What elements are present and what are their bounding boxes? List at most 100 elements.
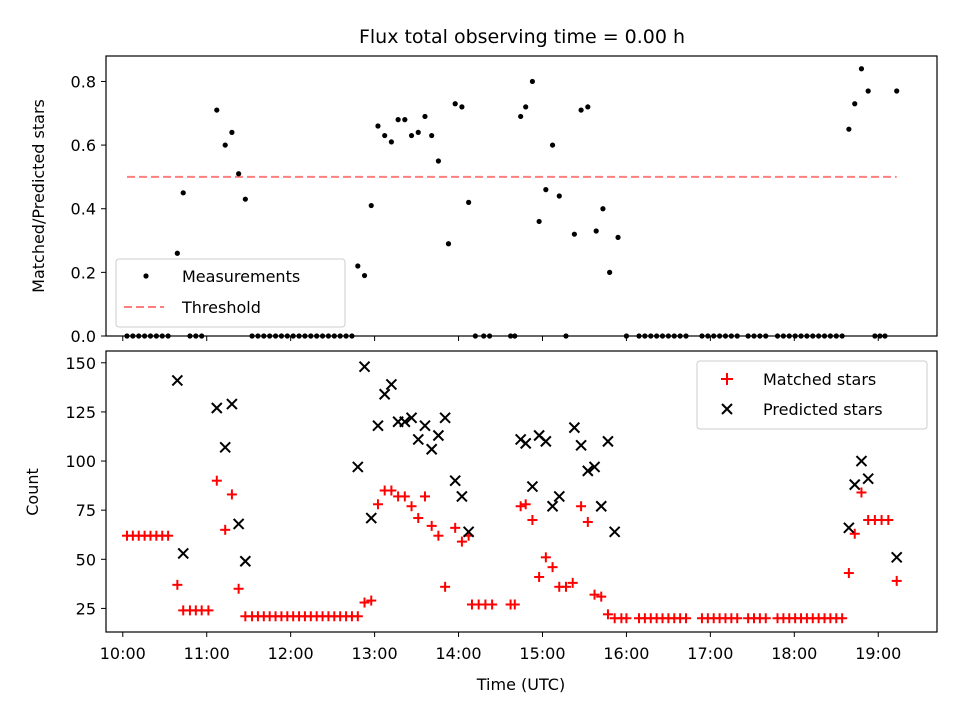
measurement-point — [130, 333, 136, 339]
predicted-star-point — [462, 526, 475, 538]
measurement-point — [343, 333, 349, 339]
matched-star-point — [856, 487, 867, 498]
predicted-star-point — [399, 416, 411, 428]
bottom-y-axis-label: Count — [23, 468, 42, 516]
predicted-star-point — [419, 419, 431, 432]
measurement-point — [415, 129, 421, 135]
measurement-point — [699, 333, 705, 339]
measurement-point — [242, 196, 248, 202]
measurement-point — [236, 171, 242, 177]
measurement-point — [153, 333, 159, 339]
predicted-star-point — [526, 480, 539, 493]
matched-star-point — [211, 475, 222, 486]
matched-star-point — [527, 514, 538, 525]
measurement-point — [865, 88, 871, 94]
predicted-star-point — [425, 443, 438, 455]
measurement-point — [792, 333, 798, 339]
measurement-point — [798, 333, 804, 339]
predicted-star-point — [412, 433, 424, 446]
matched-star-point — [450, 522, 461, 533]
measurement-point — [136, 333, 142, 339]
measurement-point — [523, 104, 529, 110]
bottom-y-tick-label: 100 — [65, 452, 96, 471]
measurement-point — [272, 333, 279, 339]
measurement-point — [757, 333, 763, 339]
matched-star-point — [440, 581, 451, 592]
measurement-point — [408, 132, 415, 139]
bottom-y-tick-label: 50 — [76, 550, 96, 569]
predicted-star-point — [595, 500, 607, 512]
measurement-point — [543, 187, 549, 193]
measurement-point — [683, 333, 689, 339]
predicted-star-point — [602, 435, 614, 448]
measurement-point — [677, 333, 683, 339]
bottom-x-axis-label: Time (UTC) — [476, 675, 565, 694]
measurement-point — [290, 333, 296, 339]
matched-star-point — [520, 499, 531, 510]
predicted-star-point — [239, 555, 252, 567]
measurement-point — [846, 126, 852, 132]
bottom-y-tick-label: 125 — [65, 403, 96, 422]
predicted-star-point — [211, 402, 223, 414]
matched-star-point — [732, 613, 743, 624]
measurement-point — [648, 333, 654, 339]
bottom-legend: Matched stars Predicted stars — [696, 360, 928, 430]
chart-title: Flux total observing time = 0.00 h — [359, 26, 685, 48]
matched-star-point — [406, 501, 417, 512]
predicted-star-point — [546, 500, 559, 512]
bottom-x-tick-label: 12:00 — [268, 644, 314, 663]
top-y-tick-label: 0.0 — [71, 327, 96, 346]
bottom-legend-box — [696, 360, 928, 430]
measurement-point — [331, 333, 337, 339]
measurement-point — [165, 333, 171, 339]
measurement-point — [774, 333, 781, 339]
predicted-star-point — [439, 412, 451, 424]
bottom-x-tick-label: 19:00 — [855, 644, 901, 663]
measurement-point — [435, 158, 441, 164]
predicted-star-point — [352, 461, 364, 473]
predicted-star-point — [219, 441, 231, 453]
matched-star-point — [596, 591, 607, 602]
measurement-point — [642, 333, 648, 339]
measurement-point — [147, 333, 154, 339]
legend-predicted-marker — [721, 403, 733, 415]
predicted-star-point — [456, 490, 468, 503]
predicted-star-point — [582, 465, 594, 477]
measurement-point — [786, 333, 792, 339]
measurement-point — [623, 333, 630, 339]
bottom-y-tick-label: 150 — [65, 354, 96, 373]
matched-star-point — [576, 501, 587, 512]
measurement-point — [571, 231, 577, 237]
measurement-point — [388, 139, 394, 145]
measurement-point — [429, 132, 435, 139]
bottom-x-tick-label: 13:00 — [352, 644, 398, 663]
top-legend: Measurements Threshold — [115, 258, 346, 328]
measurement-point — [810, 333, 816, 339]
matched-star-point — [560, 581, 571, 592]
top-y-axis-label: Matched/Predicted stars — [29, 99, 48, 293]
matched-star-point — [413, 513, 424, 524]
predicted-star-point — [171, 374, 184, 387]
measurement-point — [296, 333, 302, 339]
measurement-point — [711, 333, 717, 339]
bottom-x-ticks: 10:00 11:00 12:00 13:00 14:00 15:00 16:00 17:00… — [100, 632, 901, 663]
top-y-tick-label: 0.8 — [71, 72, 96, 91]
predicted-star-point — [855, 455, 868, 467]
predicted-star-point — [519, 437, 532, 450]
predicted-star-point — [385, 378, 398, 391]
measurement-point — [375, 123, 381, 129]
predicted-star-point — [588, 461, 601, 473]
measurement-point — [536, 218, 542, 225]
measurement-point — [549, 142, 556, 148]
measurement-point — [827, 333, 833, 339]
top-panel: Flux total observing time = 0.00 h 0.0 0.… — [29, 26, 938, 346]
measurement-point — [142, 333, 148, 339]
measurement-point — [600, 206, 606, 212]
measurement-point — [705, 333, 711, 339]
top-y-tick-label: 0.4 — [71, 200, 96, 219]
measurement-point — [722, 333, 729, 339]
matched-star-point — [233, 583, 244, 594]
measurement-point — [382, 132, 388, 139]
matched-star-point — [203, 605, 214, 616]
